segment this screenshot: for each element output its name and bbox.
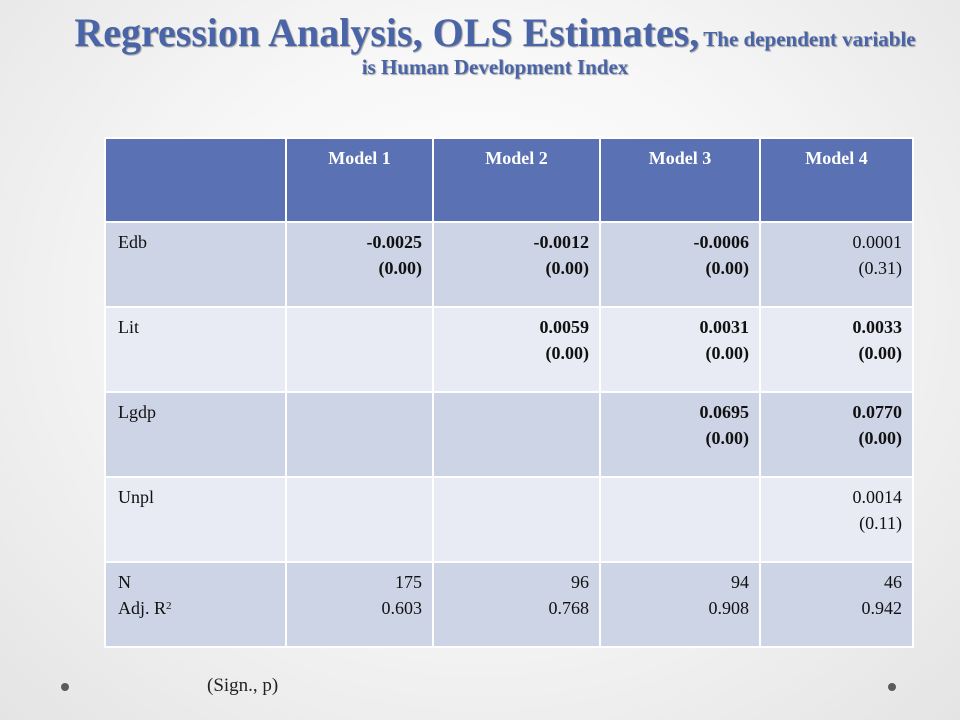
n-value: 94 bbox=[609, 569, 749, 595]
coefficient: -0.0006 bbox=[609, 229, 749, 255]
adj-r2-value: 0.942 bbox=[769, 595, 902, 621]
p-value: (0.00) bbox=[442, 255, 589, 281]
estimate-cell: 0.0031 (0.00) bbox=[600, 307, 760, 392]
coefficient: 0.0695 bbox=[609, 399, 749, 425]
header-row: Model 1 Model 2 Model 3 Model 4 bbox=[105, 138, 913, 222]
estimate-cell: 0.0001 (0.31) bbox=[760, 222, 913, 307]
estimate-cell: 0.0695 (0.00) bbox=[600, 392, 760, 477]
coefficient: -0.0025 bbox=[295, 229, 422, 255]
title-sub-part1: The dependent variable bbox=[703, 27, 915, 51]
regression-table: Model 1 Model 2 Model 3 Model 4 Edb -0.0… bbox=[104, 137, 914, 648]
estimate-cell bbox=[286, 307, 433, 392]
row-label: Lgdp bbox=[105, 392, 286, 477]
summary-label: N Adj. R2 bbox=[105, 562, 286, 647]
n-value: 175 bbox=[295, 569, 422, 595]
adj-r2-value: 0.603 bbox=[295, 595, 422, 621]
adj-r2-value: 0.908 bbox=[609, 595, 749, 621]
p-value: (0.00) bbox=[609, 255, 749, 281]
coefficient: 0.0033 bbox=[769, 314, 902, 340]
estimate-cell bbox=[600, 477, 760, 562]
estimate-cell bbox=[286, 477, 433, 562]
p-value: (0.00) bbox=[769, 425, 902, 451]
header-model-3: Model 3 bbox=[600, 138, 760, 222]
header-model-2: Model 2 bbox=[433, 138, 600, 222]
estimate-cell: 0.0770 (0.00) bbox=[760, 392, 913, 477]
row-label: Lit bbox=[105, 307, 286, 392]
estimate-cell: 0.0014 (0.11) bbox=[760, 477, 913, 562]
coefficient: -0.0012 bbox=[442, 229, 589, 255]
adj-r2-value: 0.768 bbox=[442, 595, 589, 621]
summary-cell: 94 0.908 bbox=[600, 562, 760, 647]
adj-r2-superscript: 2 bbox=[166, 600, 172, 612]
row-label: Unpl bbox=[105, 477, 286, 562]
adj-r2-label-text: Adj. R bbox=[118, 598, 166, 618]
header-model-1: Model 1 bbox=[286, 138, 433, 222]
table-row-lgdp: Lgdp 0.0695 (0.00) 0.0770 (0.00) bbox=[105, 392, 913, 477]
header-model-4: Model 4 bbox=[760, 138, 913, 222]
n-label: N bbox=[118, 569, 277, 595]
coefficient: 0.0059 bbox=[442, 314, 589, 340]
p-value: (0.00) bbox=[609, 425, 749, 451]
p-value: (0.31) bbox=[769, 255, 902, 281]
significance-note: (Sign., p) bbox=[207, 675, 278, 697]
estimate-cell: 0.0059 (0.00) bbox=[433, 307, 600, 392]
summary-cell: 96 0.768 bbox=[433, 562, 600, 647]
p-value: (0.00) bbox=[295, 255, 422, 281]
n-value: 96 bbox=[442, 569, 589, 595]
row-label: Edb bbox=[105, 222, 286, 307]
estimate-cell: 0.0033 (0.00) bbox=[760, 307, 913, 392]
left-bullet-dot bbox=[61, 683, 69, 691]
estimate-cell: -0.0012 (0.00) bbox=[433, 222, 600, 307]
p-value: (0.11) bbox=[769, 510, 902, 536]
table-row-summary: N Adj. R2 175 0.603 96 0.768 94 0.908 46 0.94… bbox=[105, 562, 913, 647]
estimate-cell bbox=[433, 477, 600, 562]
summary-cell: 175 0.603 bbox=[286, 562, 433, 647]
summary-cell: 46 0.942 bbox=[760, 562, 913, 647]
table-row-lit: Lit 0.0059 (0.00) 0.0031 (0.00) 0.0033 (0.0… bbox=[105, 307, 913, 392]
right-bullet-dot bbox=[888, 683, 896, 691]
coefficient: 0.0014 bbox=[769, 484, 902, 510]
estimate-cell: -0.0025 (0.00) bbox=[286, 222, 433, 307]
coefficient: 0.0031 bbox=[609, 314, 749, 340]
title-sub-part2: is Human Development Index bbox=[40, 56, 950, 78]
p-value: (0.00) bbox=[769, 340, 902, 366]
estimate-cell: -0.0006 (0.00) bbox=[600, 222, 760, 307]
adj-r2-label: Adj. R2 bbox=[118, 595, 277, 621]
table-row-edb: Edb -0.0025 (0.00) -0.0012 (0.00) -0.0006(… bbox=[105, 222, 913, 307]
slide-title: Regression Analysis, OLS Estimates, The … bbox=[40, 12, 950, 78]
estimate-cell bbox=[433, 392, 600, 477]
header-cell-empty bbox=[105, 138, 286, 222]
coefficient: 0.0770 bbox=[769, 399, 902, 425]
p-value: (0.00) bbox=[442, 340, 589, 366]
table-row-unpl: Unpl 0.0014 (0.11) bbox=[105, 477, 913, 562]
estimate-cell bbox=[286, 392, 433, 477]
title-main: Regression Analysis, OLS Estimates, bbox=[74, 10, 699, 55]
p-value: (0.00) bbox=[609, 340, 749, 366]
coefficient: 0.0001 bbox=[769, 229, 902, 255]
n-value: 46 bbox=[769, 569, 902, 595]
